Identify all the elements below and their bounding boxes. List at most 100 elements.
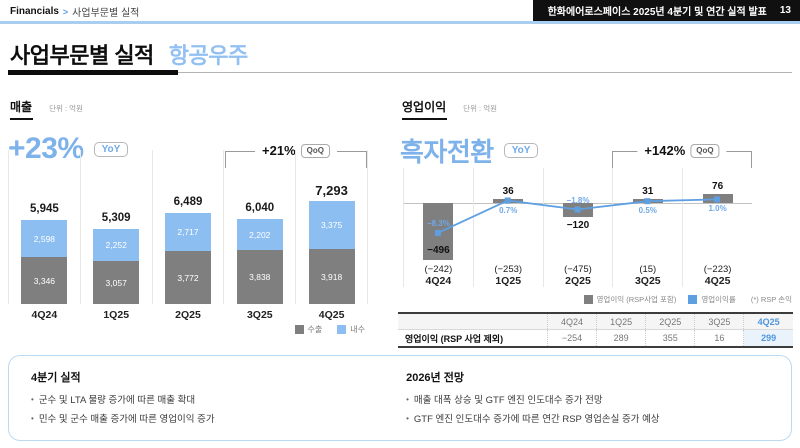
breadcrumb: Financials > 사업부문별 실적 [10,4,139,19]
note-bullet: 매출 대폭 상승 및 GTF 엔진 인도대수 증가 전망 [406,392,791,411]
table-column-header: 3Q25 [694,313,744,330]
profit-legend: 영업이익 (RSP사업 포함) 영업이익률 (*) RSP 손익 [403,294,792,305]
revenue-legend: 수출 내수 [8,324,365,335]
domestic-segment: 2,252 [93,229,140,261]
operating-profit-excl-rsp-table: 4Q24 1Q25 2Q25 3Q25 4Q25 영업이익 (RSP 사업 제외) −254… [398,312,793,348]
table-cell: −254 [546,329,597,347]
profit-yoy-callout: 흑자전환 YoY [400,132,539,169]
table-column-header: 1Q25 [596,313,646,330]
profit-value-label: 31 [642,186,654,197]
profit-bar-4Q25 [702,194,733,203]
operating-profit-swatch [583,295,593,304]
profit-bar-line-chart: −496 −8.3% (−242) 4Q24 36 0.7% (−253) 1Q25 −120−… [403,168,752,287]
profit-yoy-value: 흑자전환 [400,137,494,167]
table-cell: 299 [743,329,793,347]
legend-item-export: 수출 [294,324,322,335]
page-number: 13 [779,5,791,16]
revenue-stacked-bar-chart: 5,945 2,598 3,346 4Q24 5,309 2,252 3,057 1Q25 6,… [8,150,368,321]
revenue-column-2Q25: 6,489 2,717 3,772 2Q25 [151,150,224,321]
revenue-total-label: 7,293 [315,183,348,198]
profit-qoq-bracket: +142% QoQ [612,143,752,171]
page-title-sub: 항공우주 [168,43,248,68]
revenue-unit-label: 단위 : 억원 [49,104,83,113]
profit-value-label: 36 [502,186,514,197]
revenue-column-1Q25: 5,309 2,252 3,057 1Q25 [79,150,152,321]
margin-swatch [688,295,698,304]
domestic-segment: 2,202 [236,219,283,250]
margin-percent-label: −8.3% [426,218,450,228]
export-segment: 3,838 [236,250,283,304]
revenue-bar-1Q25: 5,309 2,252 3,057 [93,212,140,304]
table-data-row: 영업이익 (RSP 사업 제외) −254 289 355 16 299 [398,329,793,347]
table-column-header: 2Q25 [645,313,695,330]
rsp-footnote: (*) RSP 손익 [750,295,792,304]
profit-value-label: 76 [712,181,724,192]
revenue-total-label: 5,309 [101,212,131,224]
profit-x-label: 3Q25 [634,275,661,287]
notes-box: 4분기 실적 군수 및 LTA 물량 증가에 따른 매출 확대 민수 및 군수 … [8,355,792,441]
q4-results-note: 4분기 실적 군수 및 LTA 물량 증가에 따른 매출 확대 민수 및 군수 … [9,356,396,440]
profit-column-2Q25: −120 −1.8% (−475) 2Q25 [542,168,613,287]
profit-qoq-value: +142% [644,143,686,158]
q4-results-title: 4분기 실적 [31,372,81,384]
margin-percent-label: 1.0% [708,204,727,214]
revenue-x-label: 4Q25 [318,309,345,321]
domestic-segment: 2,717 [164,213,211,251]
export-segment: 3,057 [93,261,140,304]
export-segment: 3,346 [21,257,68,304]
domestic-segment: 3,375 [308,201,355,249]
revenue-bar-3Q25: 6,040 2,202 3,838 [236,202,283,304]
table-header-row: 4Q24 1Q25 2Q25 3Q25 4Q25 [398,313,793,330]
profit-x-label: 4Q24 [425,275,452,287]
margin-percent-label: −1.8% [566,195,590,205]
revenue-column-4Q25: 7,293 3,375 3,918 4Q25 [295,150,368,321]
profit-x-label: 2Q25 [565,275,591,287]
revenue-column-4Q24: 5,945 2,598 3,346 4Q24 [8,150,80,321]
profit-unit-label: 단위 : 억원 [463,104,498,113]
table-cell: 355 [645,329,695,347]
revenue-section-title: 매출 [10,98,34,120]
table-corner-cell [398,313,548,330]
domestic-swatch [337,325,347,334]
profit-section-header: 영업이익 단위 : 억원 [402,98,497,120]
page-title: 사업부문별 실적 항공우주 [10,38,248,70]
revenue-total-label: 6,040 [245,202,275,214]
revenue-x-label: 2Q25 [175,309,201,321]
yoy-badge: YoY [93,141,129,157]
margin-percent-label: 0.7% [499,205,518,215]
legend-item-operating-profit: 영업이익 (RSP사업 포함) [583,294,676,305]
revenue-total-label: 5,945 [30,203,59,215]
outlook-title: 2026년 전망 [406,372,464,384]
table-row-label: 영업이익 (RSP 사업 제외) [405,333,504,344]
export-segment: 3,918 [308,249,355,304]
yoy-badge: YoY [503,143,539,158]
profit-x-label: 1Q25 [495,275,522,287]
breadcrumb-root: Financials [10,6,59,17]
margin-percent-label: 0.5% [638,206,657,216]
revenue-bar-4Q25: 7,293 3,375 3,918 [308,183,355,304]
legend-item-margin: 영업이익률 [688,294,736,305]
deck-title-bar: 한화에어로스페이스 2025년 4분기 및 연간 실적 발표 13 [532,0,800,21]
profit-column-4Q24: −496 −8.3% (−242) 4Q24 [403,168,473,287]
profit-column-1Q25: 36 0.7% (−253) 1Q25 [472,168,543,287]
legend-item-domestic: 내수 [337,324,365,335]
profit-section-title: 영업이익 [402,98,448,120]
deck-title: 한화에어로스페이스 2025년 4분기 및 연간 실적 발표 [547,7,767,18]
table-cell: 16 [694,329,744,347]
export-swatch [294,325,304,334]
rsp-value-label: (−223) [703,264,732,275]
breadcrumb-current: 사업부문별 실적 [72,8,140,19]
revenue-bar-2Q25: 6,489 2,717 3,772 [164,196,211,304]
table-cell: 289 [596,329,646,347]
revenue-yoy-callout: +23% YoY [8,132,129,166]
profit-x-label: 4Q25 [704,275,731,287]
profit-bar-2Q25 [562,203,593,217]
revenue-qoq-value: +21% [262,143,296,158]
profit-value-label: −496 [427,245,450,256]
outlook-note: 2026년 전망 매출 대폭 상승 및 GTF 엔진 인도대수 증가 전망 GT… [396,356,791,440]
profit-value-label: −120 [566,220,590,231]
revenue-section-header: 매출 단위 : 억원 [10,98,83,120]
qoq-badge: QoQ [690,143,720,158]
rsp-value-label: (15) [639,264,657,275]
revenue-yoy-value: +23% [8,132,84,165]
